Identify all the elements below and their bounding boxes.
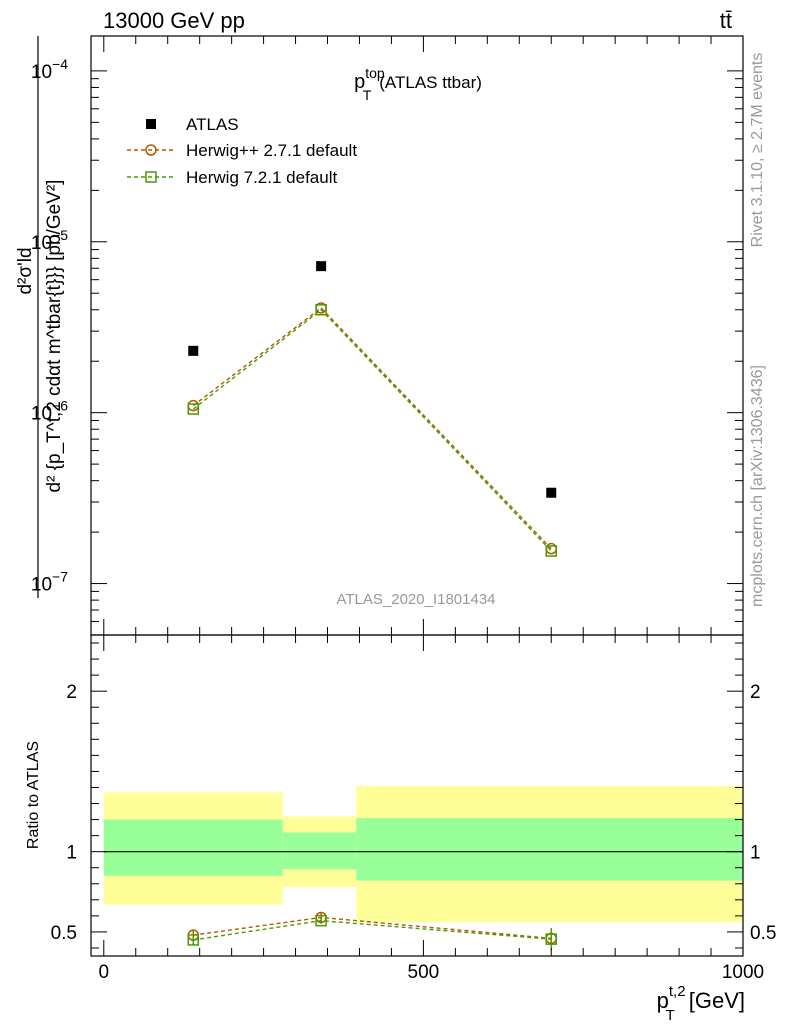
ratio-axis-ticks: 0.5 0.5 1 1 2 2 0 500 1000 [51, 635, 776, 983]
data-point-2-0 [187, 403, 200, 415]
ratio-y-tick-label-right: 0.5 [750, 923, 776, 944]
legend-label-0: ATLAS [186, 115, 239, 134]
data-point-0-0 [188, 345, 199, 356]
main-y-tick-label: 10−6 [31, 398, 68, 425]
uncertainty-bands [103, 785, 743, 923]
main-data-marks [187, 261, 557, 557]
header-energy-label: 13000 GeV pp [103, 8, 245, 33]
source-label: mcplots.cern.ch [arXiv:1306.3436] [749, 365, 766, 607]
ratio-y-tick-label-left: 0.5 [51, 923, 77, 944]
x-tick-label: 0 [98, 962, 109, 983]
data-point-0-1 [316, 261, 327, 272]
x-tick-label: 500 [408, 962, 440, 983]
ratio-y-tick-label-left: 2 [66, 682, 77, 703]
plot-title: ptop T(ATLAS ttbar) [354, 65, 482, 103]
x-axis-label: pt,2 T[GeV] [657, 983, 745, 1024]
ratio-y-axis-label: Ratio to ATLAS [25, 741, 42, 849]
data-point-2-2 [545, 545, 557, 557]
ratio-point-1-0 [187, 934, 200, 946]
y-axis-label-denominator: d² {p_T^t,2 cdαt m^tbar{t}}} [pb/GeV²] [44, 180, 65, 493]
legend-label-2: Herwig 7.2.1 default [186, 168, 337, 187]
series-line-1 [192, 307, 552, 550]
inner-band-2 [356, 817, 743, 881]
series-line-2 [192, 308, 552, 552]
ratio-data-marks [187, 911, 557, 951]
header-process-label: tt̄ [720, 8, 732, 33]
ratio-y-tick-label-left: 1 [66, 843, 77, 864]
y-axis-label-numerator: d²σ'ld [15, 247, 36, 294]
inner-band-1 [282, 832, 357, 870]
ratio-point-1-1 [315, 914, 327, 927]
legend-marker-1 [145, 144, 157, 156]
x-tick-label: 1000 [722, 962, 764, 983]
ratio-point-1-2 [545, 933, 557, 945]
main-y-tick-label: 10−4 [31, 56, 68, 83]
ratio-y-tick-label-right: 1 [750, 843, 761, 864]
y-axis-label: d²σ'ld d² {p_T^t,2 cdαt m^tbar{t}}} [pb/… [15, 36, 65, 598]
ratio-y-tick-label-right: 2 [750, 682, 761, 703]
analysis-label: ATLAS_2020_I1801434 [336, 591, 495, 608]
ratio-series-line-1 [193, 919, 552, 941]
data-point-0-2 [546, 487, 557, 498]
inner-band-0 [103, 819, 283, 876]
main-y-tick-label: 10−5 [31, 227, 68, 254]
ratio-panel: 0.5 0.5 1 1 2 2 0 500 1000 Ratio to ATLAS pt,2 T[… [25, 634, 776, 1024]
legend-label-1: Herwig++ 2.7.1 default [186, 141, 357, 160]
legend-marker-2 [145, 171, 157, 183]
main-panel: 10−7 10−6 10−5 10−4 ptop T(ATLAS ttbar) ATLA… [15, 35, 744, 636]
legend: ATLAS Herwig++ 2.7.1 default Herwig 7.2.1 … [127, 115, 357, 187]
main-axis-ticks: 10−7 10−6 10−5 10−4 [31, 36, 744, 636]
legend-marker-0 [146, 119, 156, 129]
data-point-2-1 [315, 304, 327, 316]
main-y-tick-label: 10−7 [31, 569, 68, 596]
rivet-version-label: Rivet 3.1.10, ≥ 2.7M events [749, 53, 766, 248]
ratio-frame [90, 634, 744, 957]
